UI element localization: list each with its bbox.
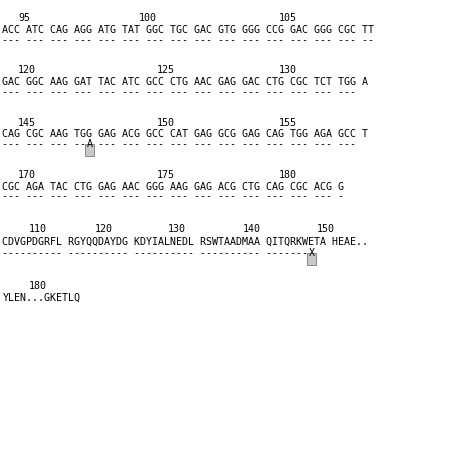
- Text: ---------- ---------- ---------- ---------- --------: ---------- ---------- ---------- -------…: [2, 248, 314, 258]
- Text: 140: 140: [243, 224, 261, 234]
- Text: YLEN...GKETLQ: YLEN...GKETLQ: [2, 293, 81, 303]
- Text: 105: 105: [279, 13, 297, 23]
- Text: --- --- --- --- --- --- --- --- --- --- --- --- --- --- ---: --- --- --- --- --- --- --- --- --- --- …: [2, 87, 356, 97]
- Text: 100: 100: [138, 13, 156, 23]
- Text: CDVGPDGRFL RGYQQDAYDG KDYIALNEDL RSWTAADMAA QITQRKWETA HEAE..: CDVGPDGRFL RGYQQDAYDG KDYIALNEDL RSWTAAD…: [2, 237, 368, 247]
- Text: CAG CGC AAG TGG GAG ACG GCC CAT GAG GCG GAG CAG TGG AGA GCC T: CAG CGC AAG TGG GAG ACG GCC CAT GAG GCG …: [2, 129, 368, 139]
- Text: --- --- --- --- --- --- --- --- --- --- --- --- --- --- -: --- --- --- --- --- --- --- --- --- --- …: [2, 191, 345, 201]
- Text: 145: 145: [18, 118, 36, 128]
- Text: 130: 130: [279, 65, 297, 75]
- Text: A: A: [87, 139, 93, 149]
- Text: 130: 130: [168, 224, 186, 234]
- Text: 175: 175: [156, 170, 174, 180]
- Text: 170: 170: [18, 170, 36, 180]
- Text: GAC GGC AAG GAT TAC ATC GCC CTG AAC GAG GAC CTG CGC TCT TGG A: GAC GGC AAG GAT TAC ATC GCC CTG AAC GAG …: [2, 77, 368, 87]
- Text: --- --- --- --- --- --- --- --- --- --- ---: --- --- --- --- --- --- --- --- --- --- …: [92, 139, 356, 149]
- Text: 125: 125: [156, 65, 174, 75]
- Text: X: X: [309, 248, 315, 258]
- Text: --- --- --- --- --- --- --- --- --- --- --- --- --- --- --- --: --- --- --- --- --- --- --- --- --- --- …: [2, 35, 374, 45]
- Text: ACC ATC CAG AGG ATG TAT GGC TGC GAC GTG GGG CCG GAC GGG CGC TT: ACC ATC CAG AGG ATG TAT GGC TGC GAC GTG …: [2, 25, 374, 35]
- Text: CGC AGA TAC CTG GAG AAC GGG AAG GAG ACG CTG CAG CGC ACG G: CGC AGA TAC CTG GAG AAC GGG AAG GAG ACG …: [2, 182, 345, 191]
- Text: --- --- --- --: --- --- --- --: [2, 139, 86, 149]
- Text: 150: 150: [317, 224, 335, 234]
- Text: 180: 180: [28, 281, 46, 291]
- FancyBboxPatch shape: [85, 144, 94, 155]
- Text: 180: 180: [279, 170, 297, 180]
- Text: 155: 155: [279, 118, 297, 128]
- Text: 95: 95: [18, 13, 30, 23]
- Text: 120: 120: [18, 65, 36, 75]
- Text: 150: 150: [156, 118, 174, 128]
- Text: 120: 120: [95, 224, 113, 234]
- FancyBboxPatch shape: [307, 253, 316, 264]
- Text: 110: 110: [28, 224, 46, 234]
